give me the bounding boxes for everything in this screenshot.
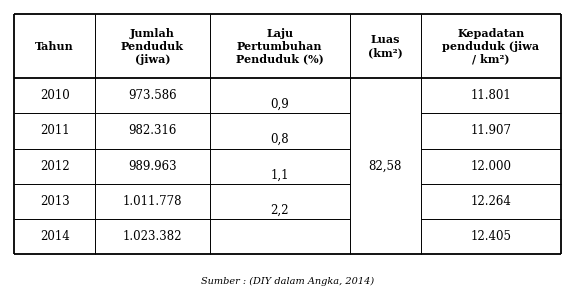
Text: 12.000: 12.000 [470, 160, 511, 173]
Text: Sumber : (DIY dalam Angka, 2014): Sumber : (DIY dalam Angka, 2014) [201, 277, 374, 286]
Text: 2,2: 2,2 [270, 204, 289, 217]
Text: 12.405: 12.405 [470, 230, 511, 243]
Text: Laju
Pertumbuhan
Penduduk (%): Laju Pertumbuhan Penduduk (%) [236, 28, 324, 64]
Text: 982.316: 982.316 [128, 124, 177, 137]
Text: 2013: 2013 [40, 195, 70, 208]
Text: 2012: 2012 [40, 160, 70, 173]
Text: Luas
(km²): Luas (km²) [368, 34, 402, 58]
Text: Tahun: Tahun [35, 41, 74, 52]
Text: 2011: 2011 [40, 124, 70, 137]
Text: 973.586: 973.586 [128, 89, 177, 102]
Text: 2010: 2010 [40, 89, 70, 102]
Text: 1.011.778: 1.011.778 [122, 195, 182, 208]
Text: 11.801: 11.801 [470, 89, 511, 102]
Text: 12.264: 12.264 [470, 195, 511, 208]
Text: 11.907: 11.907 [470, 124, 511, 137]
Text: 1,1: 1,1 [270, 168, 289, 181]
Text: 0,8: 0,8 [270, 133, 289, 146]
Text: 0,9: 0,9 [270, 98, 289, 111]
Text: 989.963: 989.963 [128, 160, 177, 173]
Text: 82,58: 82,58 [369, 160, 402, 173]
Text: Jumlah
Penduduk
(jiwa): Jumlah Penduduk (jiwa) [121, 28, 184, 64]
Text: 2014: 2014 [40, 230, 70, 243]
Text: Kepadatan
penduduk (jiwa
/ km²): Kepadatan penduduk (jiwa / km²) [442, 28, 539, 64]
Text: 1.023.382: 1.023.382 [122, 230, 182, 243]
